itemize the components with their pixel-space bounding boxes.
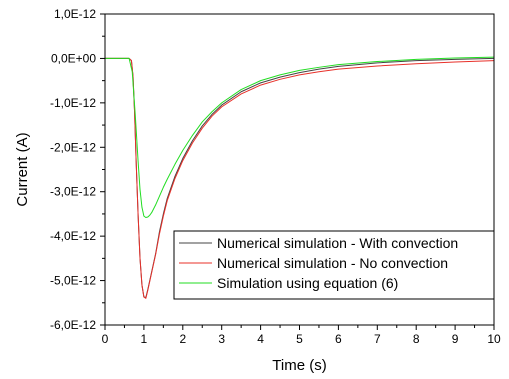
x-tick-label: 4: [257, 332, 264, 346]
x-tick-label: 0: [102, 332, 109, 346]
y-tick-label: 1,0E-12: [54, 7, 96, 21]
x-tick-label: 5: [296, 332, 303, 346]
x-tick-label: 7: [374, 332, 381, 346]
x-tick-label: 6: [335, 332, 342, 346]
x-tick-label: 3: [218, 332, 225, 346]
y-tick-label: 0,0E+00: [51, 51, 96, 65]
legend-entry-2: Numerical simulation - No convection: [217, 255, 448, 271]
series-line-3: [105, 56, 494, 218]
series-layer: [105, 56, 494, 299]
legend-entry-1: Numerical simulation - With convection: [217, 235, 458, 251]
x-tick-label: 10: [487, 332, 501, 346]
y-tick-label: -4,0E-12: [50, 229, 96, 243]
x-tick-label: 8: [413, 332, 420, 346]
x-axis-label: Time (s): [272, 357, 326, 374]
y-tick-label: -2,0E-12: [50, 140, 96, 154]
legend-entry-3: Simulation using equation (6): [217, 275, 398, 291]
y-tick-label: -1,0E-12: [50, 96, 96, 110]
x-tick-label: 9: [452, 332, 459, 346]
axis-layer: 0 1 2 3 4 5 6 7 8 9 10 1,0E-12 0,0E+00 -1,0E-12 -2,0E-…: [50, 7, 501, 346]
series-line-2: [105, 57, 494, 299]
y-tick-label: -6,0E-12: [50, 318, 96, 332]
legend: Numerical simulation - With convection Nu…: [173, 230, 495, 300]
legend-box: [173, 230, 495, 300]
y-tick-label: -3,0E-12: [50, 185, 96, 199]
x-tick-label: 2: [179, 332, 186, 346]
y-axis-label: Current (A): [14, 132, 31, 206]
x-tick-label: 1: [141, 332, 148, 346]
y-tick-label: -5,0E-12: [50, 274, 96, 288]
